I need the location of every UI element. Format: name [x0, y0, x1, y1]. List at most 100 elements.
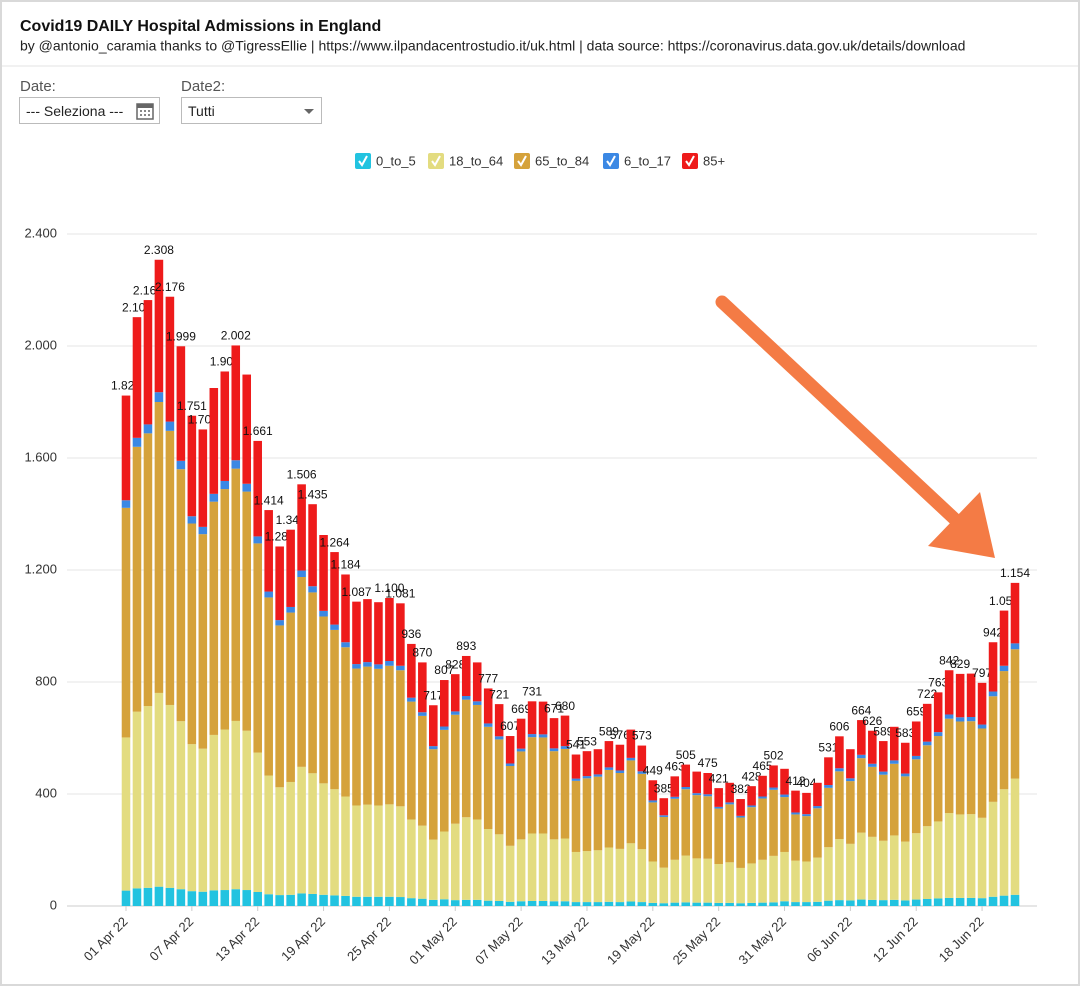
- bar-segment: [494, 736, 504, 740]
- bar-segment: [791, 860, 800, 903]
- bar-segment: [835, 736, 844, 769]
- date2-select[interactable]: Tutti: [181, 97, 322, 124]
- bar-segment: [132, 317, 142, 438]
- bar-segment: [176, 460, 186, 470]
- bar-segment: [780, 768, 789, 795]
- bar-segment: [802, 792, 811, 815]
- bar-segment: [176, 469, 186, 722]
- legend-item[interactable]: 85+: [682, 153, 725, 169]
- bar-segment: [648, 800, 658, 803]
- bar-segment: [889, 760, 899, 764]
- total-label: 664: [851, 703, 871, 717]
- bar-segment: [560, 838, 570, 902]
- legend-check[interactable]: [431, 155, 441, 167]
- bar-segment: [363, 896, 372, 906]
- legend-swatch[interactable]: [603, 153, 619, 169]
- legend-swatch[interactable]: [682, 153, 698, 169]
- legend-label[interactable]: 6_to_17: [624, 153, 671, 168]
- legend-swatch[interactable]: [355, 153, 371, 169]
- bar-segment: [407, 701, 416, 820]
- legend-label[interactable]: 18_to_64: [449, 153, 503, 168]
- bar-segment: [374, 668, 383, 806]
- x-tick-label: 13 May 22: [538, 914, 592, 968]
- legend-item[interactable]: 65_to_84: [514, 153, 589, 169]
- legend-label[interactable]: 0_to_5: [376, 153, 416, 168]
- bar-segment: [933, 898, 943, 906]
- bar-segment: [681, 855, 691, 903]
- bar-segment: [483, 900, 493, 906]
- x-tick-label: 12 Jun 22: [870, 914, 921, 965]
- bar-segment: [275, 895, 284, 906]
- bar-segment: [813, 901, 822, 906]
- bar-segment: [450, 714, 460, 824]
- total-label: 428: [742, 769, 762, 783]
- bar-segment: [472, 701, 482, 705]
- bar-segment: [341, 895, 350, 906]
- bar-segment: [889, 835, 899, 900]
- legend-item[interactable]: 0_to_5: [355, 153, 416, 169]
- bar-segment: [1010, 778, 1020, 895]
- bar-segment: [944, 897, 954, 906]
- bar-segment: [977, 682, 987, 725]
- bar-segment: [385, 661, 394, 666]
- legend-label[interactable]: 65_to_84: [535, 153, 589, 168]
- total-label: 1.264: [320, 535, 350, 549]
- bar-segment: [626, 843, 636, 902]
- total-label: 669: [511, 702, 531, 716]
- bar-segment: [505, 766, 515, 846]
- legend-swatch[interactable]: [514, 153, 530, 169]
- bar-segment: [461, 696, 471, 700]
- bar-segment: [571, 778, 581, 781]
- chart-subtitle: by @antonio_caramia thanks to @TigressEl…: [20, 38, 965, 54]
- bar-segment: [725, 804, 734, 863]
- total-label: 659: [906, 705, 926, 719]
- bar-segment: [582, 751, 592, 777]
- bar-segment: [1010, 894, 1020, 906]
- bar-segment: [615, 848, 625, 903]
- bar-segment: [879, 771, 888, 775]
- total-label: 382: [731, 782, 751, 796]
- date-input[interactable]: --- Seleziona ---: [19, 97, 160, 124]
- bar-segment: [396, 897, 405, 906]
- bar-segment: [341, 796, 350, 896]
- bar-segment: [736, 799, 745, 816]
- bar-segment: [527, 737, 537, 834]
- bar-segment: [922, 899, 932, 906]
- legend-check[interactable]: [517, 155, 527, 167]
- bar-segment: [889, 899, 899, 906]
- bar-segment: [999, 665, 1009, 672]
- bar-segment: [593, 776, 603, 851]
- bar-segment: [308, 893, 317, 906]
- bar-segment: [505, 845, 515, 902]
- legend-label[interactable]: 85+: [703, 153, 725, 168]
- legend-check[interactable]: [606, 155, 616, 167]
- bar-segment: [955, 814, 965, 898]
- bar-segment: [758, 796, 767, 799]
- bar-segment: [911, 899, 921, 906]
- bar-segment: [791, 790, 800, 813]
- legend-check[interactable]: [685, 155, 695, 167]
- bar-segment: [297, 484, 306, 571]
- bar-segment: [835, 768, 844, 772]
- legend-check[interactable]: [358, 155, 368, 167]
- bar-segment: [286, 612, 295, 782]
- bar-segment: [341, 647, 350, 797]
- bar-segment: [418, 712, 427, 716]
- bar-segment: [352, 668, 361, 806]
- bar-segment: [483, 726, 493, 829]
- total-label: 763: [928, 676, 948, 690]
- bar-segment: [791, 902, 800, 906]
- bar-segment: [396, 603, 405, 666]
- bar-segment: [297, 577, 306, 767]
- bar-segment: [440, 680, 449, 727]
- bar-segment: [363, 599, 372, 663]
- bar-segment: [286, 606, 295, 613]
- bar-segment: [615, 770, 625, 773]
- legend-swatch[interactable]: [428, 153, 444, 169]
- bar-segment: [319, 616, 328, 784]
- bar-segment: [275, 787, 284, 896]
- bar-segment: [143, 433, 153, 707]
- bar-segment: [615, 902, 625, 906]
- legend-item[interactable]: 18_to_64: [428, 153, 503, 169]
- legend-item[interactable]: 6_to_17: [603, 153, 671, 169]
